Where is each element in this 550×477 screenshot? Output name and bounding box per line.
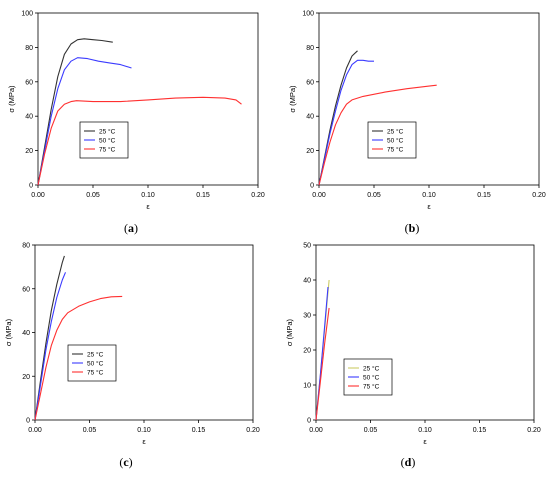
chart-panel-c: 0.00 0.05 0.10 0.15 0.20 0 20 40 60 80 ε σ (MPa) 25 … (4, 243, 260, 470)
y-tick-label: 0 (29, 183, 33, 190)
x-tick-label: 0.05 (83, 427, 97, 434)
legend-entry: 75 °C (99, 145, 116, 153)
series-line-75c (318, 84, 437, 186)
y-tick-label: 20 (306, 148, 314, 155)
plot-frame (37, 12, 259, 186)
y-tick-label: 60 (25, 79, 33, 86)
x-tick-label: 0.00 (31, 192, 45, 199)
chart-panel-a: 0.00 0.05 0.10 0.15 0.20 0 20 40 60 80 100 ε σ (MPa)… (7, 11, 265, 236)
y-tick-label: 80 (22, 243, 30, 250)
series-line-75c (37, 96, 242, 186)
series-line-75c (315, 307, 330, 421)
x-tick-label: 0.10 (137, 427, 151, 434)
y-tick-label: 30 (303, 313, 311, 320)
panel-label: (a) (124, 221, 138, 235)
legend: 25 °C50 °C75 °C (343, 358, 393, 396)
series-line-25c (34, 255, 65, 421)
x-tick-label: 0.05 (364, 427, 378, 434)
y-tick-label: 80 (25, 45, 33, 52)
legend: 25 °C50 °C75 °C (367, 121, 417, 159)
x-tick-label: 0.00 (309, 427, 323, 434)
y-axis-label: σ (MPa) (7, 85, 16, 113)
x-tick-label: 0.00 (312, 192, 326, 199)
panel-label: (b) (405, 221, 420, 235)
x-axis-label: ε (146, 202, 150, 211)
x-tick-label: 0.00 (28, 427, 42, 434)
legend-entry: 25 °C (99, 127, 116, 135)
x-tick-label: 0.15 (196, 192, 210, 199)
y-tick-label: 0 (310, 183, 314, 190)
legend-entry: 50 °C (99, 136, 116, 144)
legend-entry: 50 °C (363, 373, 380, 381)
y-tick-label: 20 (303, 348, 311, 355)
x-tick-label: 0.10 (418, 427, 432, 434)
x-tick-label: 0.20 (527, 427, 541, 434)
y-tick-label: 0 (26, 418, 30, 425)
legend-entry: 75 °C (363, 382, 380, 390)
y-tick-label: 60 (306, 79, 314, 86)
y-tick-label: 10 (303, 383, 311, 390)
y-tick-label: 60 (22, 286, 30, 293)
series-line-50c (318, 59, 374, 186)
series-line-75c (34, 295, 123, 421)
y-axis-label: σ (MPa) (285, 318, 294, 346)
y-tick-label: 100 (21, 11, 33, 18)
y-tick-label: 40 (303, 278, 311, 285)
chart-panel-d: 0.00 0.05 0.10 0.15 0.20 0 10 20 30 40 50 ε σ (MPa) 2… (285, 243, 541, 470)
x-tick-label: 0.05 (86, 192, 100, 199)
x-tick-label: 0.15 (192, 427, 206, 434)
series-line-25c (37, 38, 113, 186)
y-axis-label: σ (MPa) (4, 318, 13, 346)
plot-frame (318, 12, 540, 186)
x-tick-label: 0.15 (477, 192, 491, 199)
y-tick-label: 40 (306, 114, 314, 121)
x-axis-label: ε (423, 437, 427, 446)
panel-label: (d) (401, 455, 416, 469)
x-tick-label: 0.20 (251, 192, 265, 199)
legend: 25 °C50 °C75 °C (79, 121, 129, 159)
legend-entry: 25 °C (387, 127, 404, 135)
x-tick-label: 0.20 (532, 192, 546, 199)
y-axis-label: σ (MPa) (288, 85, 297, 113)
legend-entry: 50 °C (387, 136, 404, 144)
y-tick-label: 50 (303, 243, 311, 250)
y-tick-label: 40 (22, 330, 30, 337)
x-tick-label: 0.20 (246, 427, 260, 434)
x-axis-label: ε (427, 202, 431, 211)
chart-panel-b: 0.00 0.05 0.10 0.15 0.20 0 20 40 60 80 100 ε σ (MPa)… (288, 11, 546, 236)
y-tick-label: 20 (25, 148, 33, 155)
x-tick-label: 0.10 (141, 192, 155, 199)
legend: 25 °C50 °C75 °C (67, 344, 117, 382)
y-tick-label: 0 (307, 418, 311, 425)
panel-label: (c) (119, 455, 132, 469)
x-axis-label: ε (142, 437, 146, 446)
legend-entry: 75 °C (87, 368, 104, 376)
legend-entry: 50 °C (87, 359, 104, 367)
x-tick-label: 0.15 (473, 427, 487, 434)
y-tick-label: 40 (25, 114, 33, 121)
series-line-50c (37, 57, 132, 186)
x-tick-label: 0.05 (367, 192, 381, 199)
legend-entry: 25 °C (363, 364, 380, 372)
legend-entry: 75 °C (387, 145, 404, 153)
plot-frame (34, 244, 254, 421)
y-tick-label: 80 (306, 45, 314, 52)
series-line-50c (34, 272, 67, 421)
legend-entry: 25 °C (87, 350, 104, 358)
y-tick-label: 20 (22, 374, 30, 381)
x-tick-label: 0.10 (422, 192, 436, 199)
y-tick-label: 100 (302, 11, 314, 18)
